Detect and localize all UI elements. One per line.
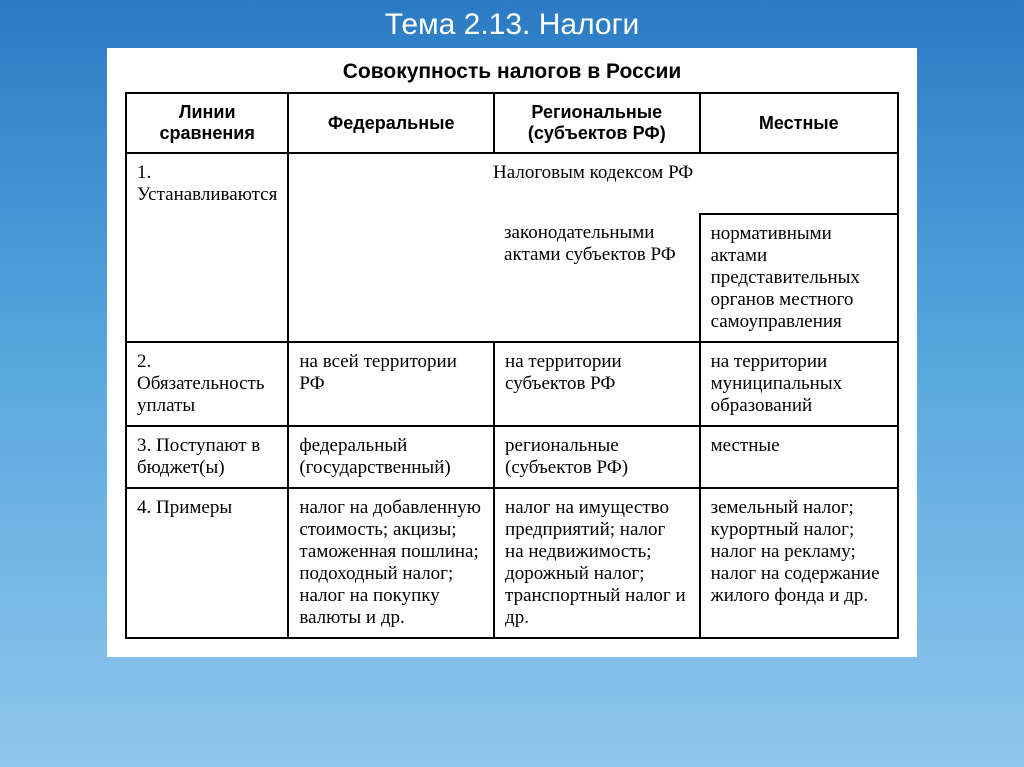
col-header-local: Местные: [700, 93, 898, 153]
row2-federal: на всей территории РФ: [288, 342, 494, 426]
row2-regional: на территории субъектов РФ: [494, 342, 700, 426]
table-row: 2. Обязательность уплаты на всей террито…: [126, 342, 898, 426]
table-row: законодательными актами субъектов РФ нор…: [126, 214, 898, 342]
row1-merged-header: Налоговым кодексом РФ: [288, 153, 898, 214]
row-label: 4. Примеры: [126, 488, 288, 638]
row-label: 2. Обязательность уплаты: [126, 342, 288, 426]
slide-title: Тема 2.13. Налоги: [385, 8, 640, 42]
table-row: 4. Примеры налог на добавленную стоимост…: [126, 488, 898, 638]
row4-federal: налог на добавленную стоимость; акцизы; …: [288, 488, 494, 638]
col-header-comparison: Линии сравнения: [126, 93, 288, 153]
row-label-cont: [126, 214, 288, 342]
row1-local: нормативными актами представительных орг…: [700, 214, 898, 342]
col-header-regional: Региональные (субъектов РФ): [494, 93, 700, 153]
row3-regional: региональные (субъектов РФ): [494, 426, 700, 488]
row-label: 1. Устанавливаются: [126, 153, 288, 214]
row3-federal: федеральный (государственный): [288, 426, 494, 488]
row4-local: земельный налог; курортный налог; налог …: [700, 488, 898, 638]
row3-local: местные: [700, 426, 898, 488]
content-box: Совокупность налогов в России Линии срав…: [107, 48, 917, 657]
row1-federal: [288, 214, 494, 342]
table-row: 3. Поступают в бюджет(ы) федеральный (го…: [126, 426, 898, 488]
col-header-federal: Федеральные: [288, 93, 494, 153]
row4-regional: налог на имущество предприятий; налог на…: [494, 488, 700, 638]
tax-table: Линии сравнения Федеральные Региональные…: [125, 92, 899, 639]
row2-local: на территории муниципальных образований: [700, 342, 898, 426]
table-row: 1. Устанавливаются Налоговым кодексом РФ: [126, 153, 898, 214]
row1-regional: законодательными актами субъектов РФ: [494, 214, 700, 342]
row-label: 3. Поступают в бюджет(ы): [126, 426, 288, 488]
table-title: Совокупность налогов в России: [125, 60, 899, 84]
table-header-row: Линии сравнения Федеральные Региональные…: [126, 93, 898, 153]
